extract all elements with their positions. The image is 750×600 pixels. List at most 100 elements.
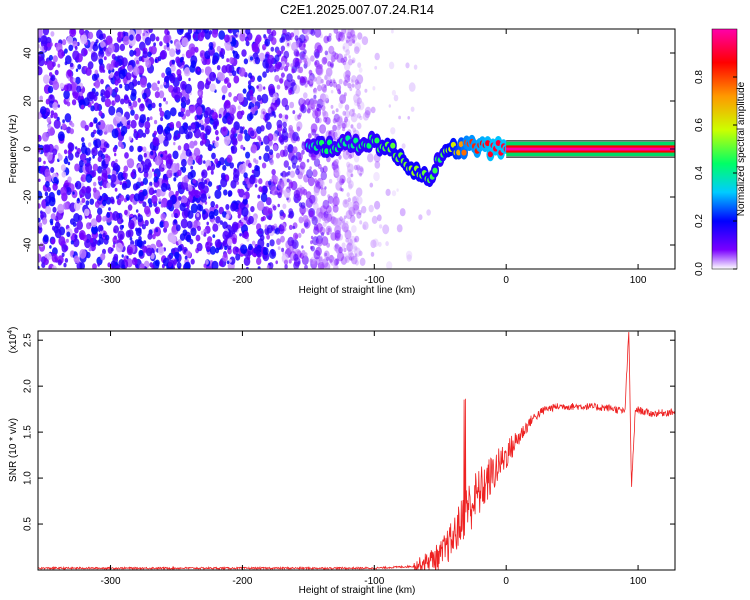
spectrogram-cell <box>256 251 261 257</box>
spectrogram-cell <box>50 31 55 37</box>
spectrogram-cell <box>189 106 195 114</box>
spectrogram-cell <box>303 92 308 99</box>
spectrogram-cell <box>332 204 339 213</box>
spectrogram-cell <box>348 180 354 189</box>
spectrogram-cell <box>48 196 56 207</box>
spectrogram-cell <box>163 173 168 180</box>
spectrogram-cell <box>309 98 317 108</box>
spectrogram-cell <box>160 116 164 122</box>
spectrogram-cell <box>374 200 381 210</box>
spectrogram-cell <box>90 105 95 112</box>
spectrogram-cell <box>180 100 187 109</box>
spectrogram-cell <box>139 103 145 112</box>
spectrogram-cell <box>38 36 42 43</box>
spectrogram-cell <box>52 206 57 213</box>
spectrogram-cell <box>38 253 42 263</box>
spectrogram-cell <box>333 159 337 164</box>
spectrogram-cell <box>152 234 156 240</box>
colorbar-tick-label: 0.4 <box>694 166 705 180</box>
spectrogram-cell <box>351 196 357 204</box>
spectrogram-cell <box>333 264 339 269</box>
spectrogram-cell <box>227 238 233 246</box>
spectrogram-cell <box>262 247 269 256</box>
spectrogram-cell <box>226 260 230 265</box>
spectrogram-cell <box>130 105 134 111</box>
spectrogram-cell <box>220 172 226 180</box>
spectrogram-cell <box>91 147 98 157</box>
spectrogram-cell <box>305 207 309 212</box>
spectrogram-cell <box>287 42 290 47</box>
spectrogram-cell <box>159 110 165 118</box>
spectrogram-cell <box>264 145 270 152</box>
spectrogram-cell <box>212 234 216 239</box>
spectrogram-cell <box>351 34 358 43</box>
spectrogram-cell <box>270 101 278 111</box>
spectrogram-cell <box>217 223 221 227</box>
snr-multiplier: (x104) <box>7 327 19 354</box>
spectrogram-cell <box>337 37 341 42</box>
spectrogram-cell <box>125 72 132 81</box>
spectrogram-cell <box>396 224 403 233</box>
spectrogram-cell <box>357 104 361 110</box>
spectrogram-cell <box>346 177 352 184</box>
spectrogram-cell <box>229 259 232 263</box>
spectrogram-cell <box>159 221 165 228</box>
spectrogram-cell <box>121 116 127 125</box>
spectrogram-cell <box>121 57 128 67</box>
spectrogram-cell <box>151 168 155 172</box>
spectrogram-cell <box>267 264 270 269</box>
spectrogram-cell <box>335 31 343 41</box>
spectrogram-cell <box>335 245 343 255</box>
spectrogram-cell <box>313 249 321 260</box>
spectrogram-cell <box>135 33 142 42</box>
spectrogram-cell <box>171 163 179 173</box>
spectrogram-cell <box>337 115 343 124</box>
spectrogram-cell <box>337 122 343 129</box>
spectrogram-cell <box>87 61 94 70</box>
spectrogram-cell <box>124 152 129 159</box>
spectrogram-cell <box>237 93 244 103</box>
spectrogram-cell <box>335 217 342 226</box>
spectrogram-cell <box>302 215 309 223</box>
spectrogram-cell <box>50 167 55 173</box>
spectrogram-cell <box>224 99 231 109</box>
spectrogram-cell <box>269 159 274 166</box>
spectrogram-cell <box>306 169 313 179</box>
spectrogram-cell <box>71 99 77 106</box>
spectrogram-cell <box>151 102 156 109</box>
spectrogram-cell <box>297 75 301 80</box>
colorbar-gradient <box>711 28 738 270</box>
spectrogram-cell <box>273 114 277 118</box>
spectrogram-cell <box>345 35 351 43</box>
spectrogram-cell <box>113 253 119 261</box>
spectrogram-cell <box>190 60 197 69</box>
spectrogram-cell <box>169 121 175 129</box>
spectrogram-cell <box>68 44 74 52</box>
spectrogram-cell <box>258 52 266 62</box>
spectrogram-cell <box>57 203 65 214</box>
spectrogram-cell <box>282 213 286 218</box>
spectrogram-cell <box>291 155 298 165</box>
spectrogram-cell <box>256 85 259 89</box>
spectrogram-cell <box>300 105 307 114</box>
spectrogram-cell <box>271 29 277 37</box>
spectrogram-cell <box>197 221 201 226</box>
spectrogram-cell <box>165 132 172 141</box>
spectrogram-cell <box>64 258 69 263</box>
spectrogram-cell <box>359 167 364 173</box>
spectrogram-cell <box>201 169 208 179</box>
spectrogram-cell <box>390 127 396 135</box>
spectrogram-cell <box>108 64 114 71</box>
spectrogram-cell <box>304 29 311 36</box>
spectrogram-cell <box>39 95 43 101</box>
spectrogram-cell <box>281 247 285 253</box>
spectrogram-cell <box>354 46 360 54</box>
spectrogram-cell <box>57 49 65 59</box>
spectrogram-cell <box>204 82 210 90</box>
spectrogram-cell <box>222 239 229 248</box>
spectrogram-cell <box>314 29 322 38</box>
spectrogram-cell <box>95 214 102 223</box>
spectrogram-cell <box>181 96 186 103</box>
spectrogram-cell <box>347 209 353 217</box>
spectrogram-cell <box>277 203 281 208</box>
